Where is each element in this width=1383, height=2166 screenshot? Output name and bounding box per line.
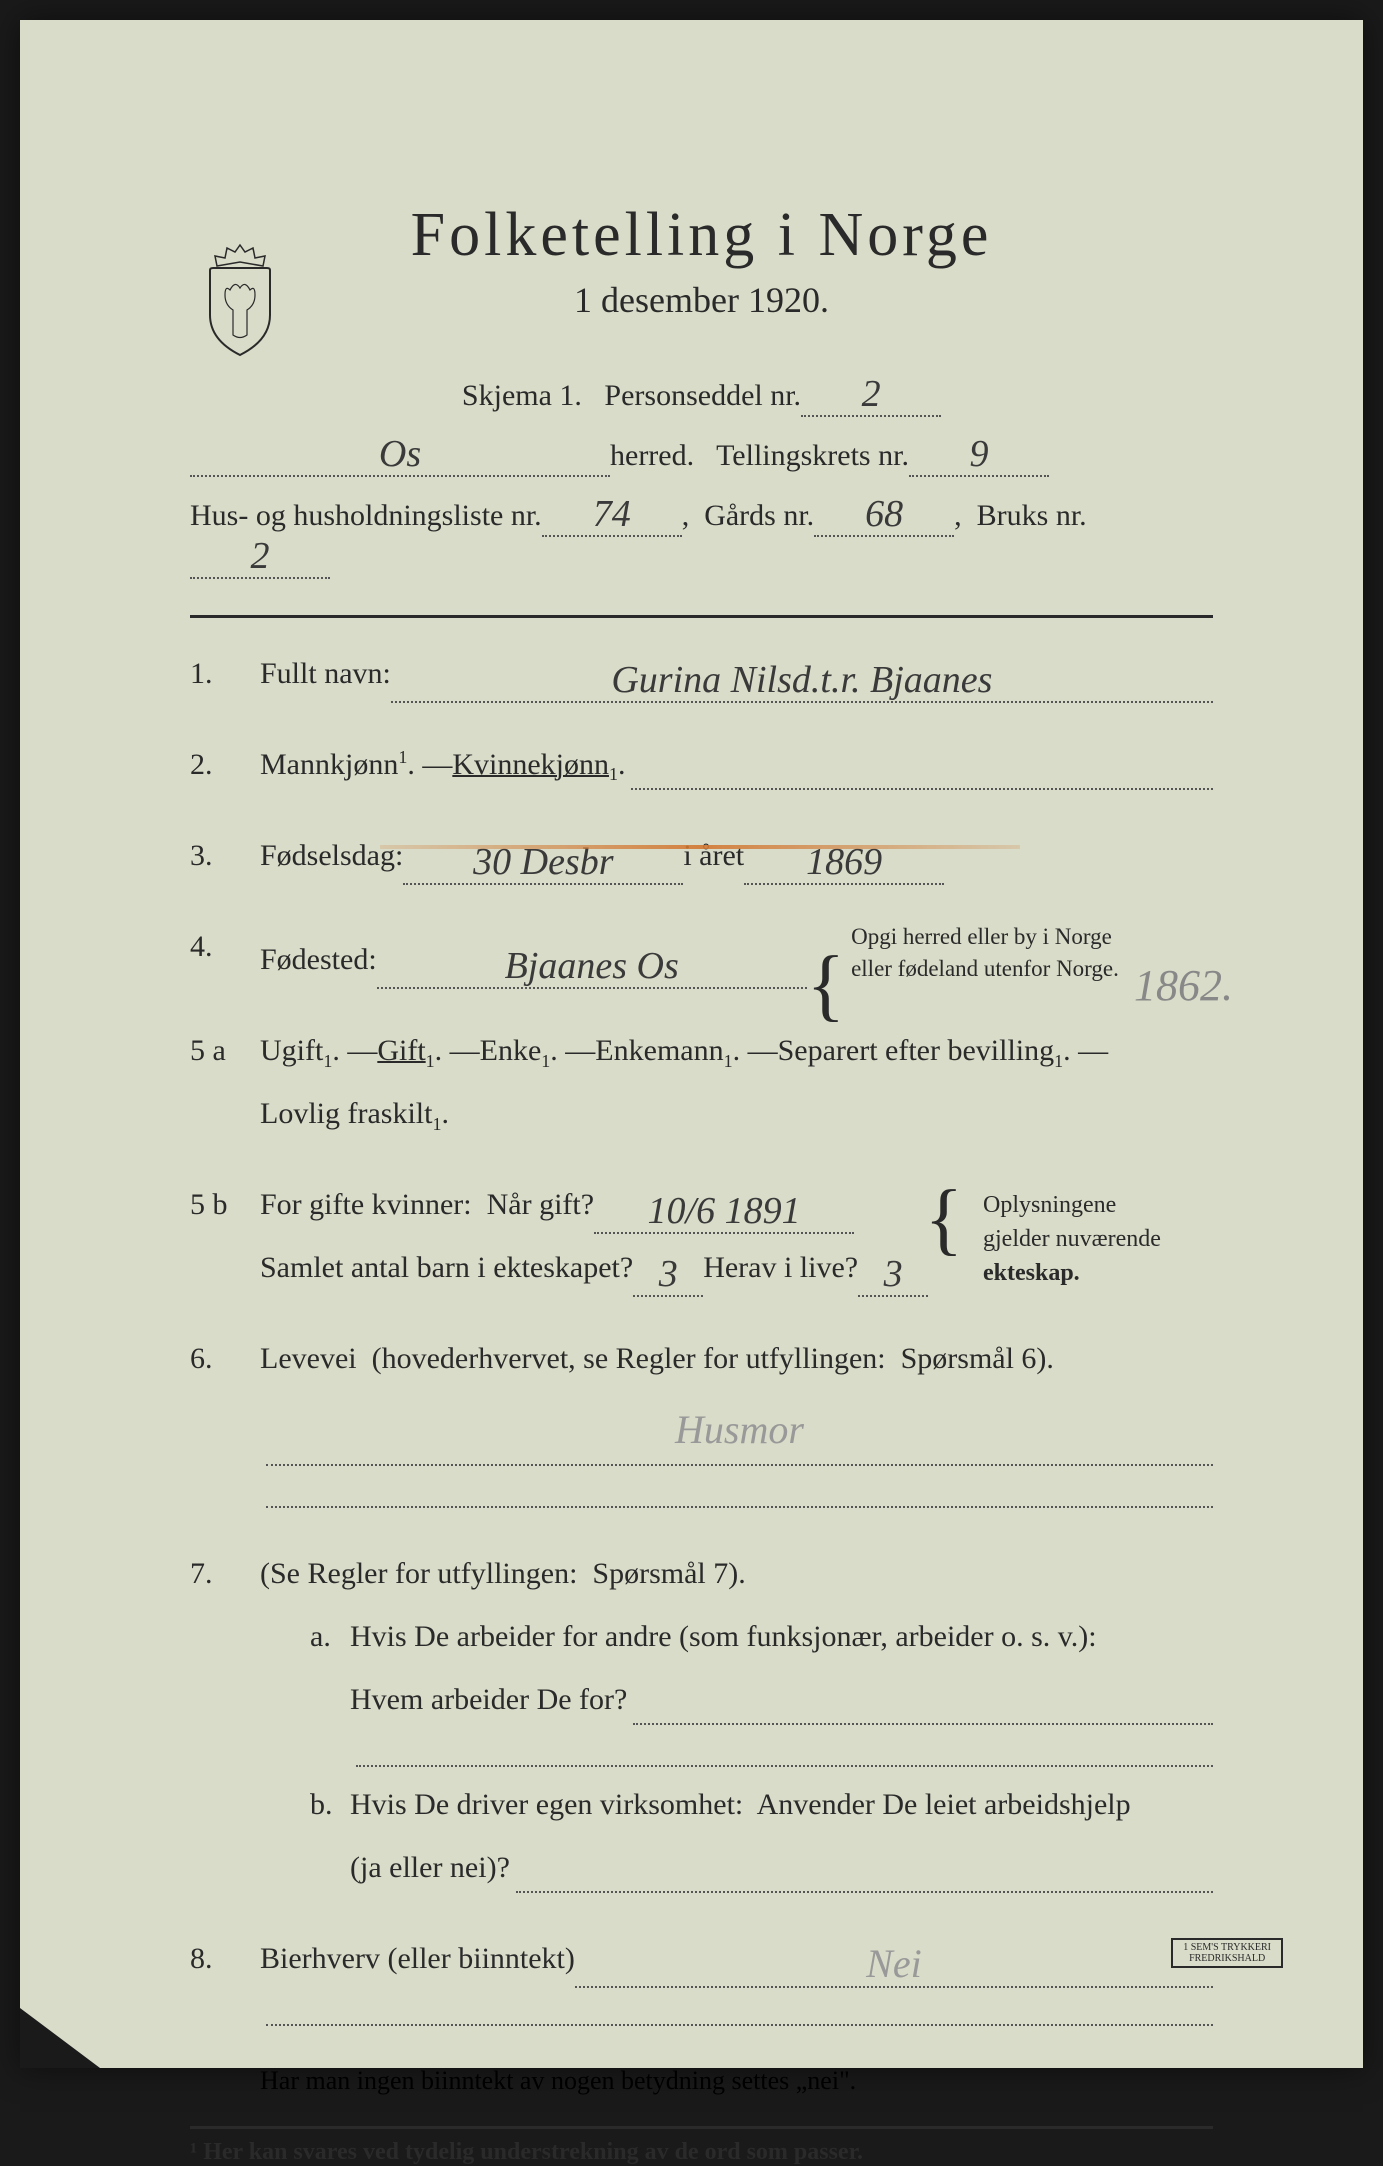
census-form-page: Folketelling i Norge 1 desember 1920. Sk…	[20, 20, 1363, 2068]
q5a-option: Ugift	[260, 1025, 323, 1076]
q7: 7. (Se Regler for utfyllingen: Spørsmål …	[190, 1548, 1213, 1905]
personseddel-nr: 2	[801, 375, 941, 417]
q5b-note2: gjelder nuværende	[983, 1226, 1161, 1252]
q4-note2: eller fødeland utenfor Norge.	[851, 956, 1119, 981]
q7b-label: Hvis De driver egen virksomhet: Anvender…	[350, 1779, 1131, 1830]
q8-num: 8.	[190, 1933, 260, 1984]
page-fold-icon	[20, 2008, 100, 2068]
herred-value: Os	[190, 435, 610, 477]
bruks-label: , Bruks nr.	[954, 499, 1087, 533]
q5b-label-a: For gifte kvinner: Når gift?	[260, 1179, 594, 1230]
q2: 2. Mannkjønn1. — Kvinnekjønn1.	[190, 739, 1213, 802]
gards-label: , Gårds nr.	[682, 499, 814, 533]
q5a-line2: Lovlig fraskilt	[260, 1088, 432, 1139]
q5b-barn: 3	[633, 1255, 703, 1297]
q1: 1. Fullt navn: Gurina Nilsd.t.r. Bjaanes	[190, 648, 1213, 711]
q5b-num: 5 b	[190, 1179, 260, 1230]
q6: 6. Levevei (hovederhvervet, se Regler fo…	[190, 1333, 1213, 1520]
q3-num: 3.	[190, 830, 260, 881]
q5b: 5 b For gifte kvinner: Når gift? 10/6 18…	[190, 1179, 1213, 1305]
q2-mann: Mannkjønn1. —	[260, 739, 452, 790]
q5b-label-b: Samlet antal barn i ekteskapet?	[260, 1242, 633, 1293]
divider	[190, 615, 1213, 618]
q7b-label2: (ja eller nei)?	[350, 1842, 510, 1893]
brace-icon: {	[925, 1199, 963, 1239]
q8-label: Bierhverv (eller biinntekt)	[260, 1933, 575, 1984]
herred-label: herred. Tellingskrets nr.	[610, 439, 909, 473]
q7b-letter: b.	[310, 1779, 350, 1830]
q7b-blank	[516, 1863, 1213, 1893]
q5a-num: 5 a	[190, 1025, 260, 1076]
q4-note1: Opgi herred eller by i Norge	[851, 924, 1112, 949]
q3-year: 1869	[744, 843, 944, 885]
q5a-options: Ugift1. — Gift1. — Enke1. — Enkemann1. —…	[260, 1025, 1213, 1076]
q7a-label: Hvis De arbeider for andre (som funksjon…	[350, 1611, 1097, 1662]
questions-block: 1. Fullt navn: Gurina Nilsd.t.r. Bjaanes…	[190, 648, 1213, 2096]
q6-num: 6.	[190, 1333, 260, 1384]
hush-nr: 74	[542, 495, 682, 537]
q7a-letter: a.	[310, 1611, 350, 1662]
q8-value: Nei	[575, 1944, 1213, 1988]
q8: 8. Bierhverv (eller biinntekt) Nei	[190, 1933, 1213, 2038]
bruks-nr: 2	[190, 537, 330, 579]
q2-num: 2.	[190, 739, 260, 790]
q4-num: 4.	[190, 921, 260, 972]
q3-day: 30 Desbr	[403, 843, 683, 885]
coat-of-arms-icon	[195, 240, 285, 360]
q7a-blank2	[356, 1737, 1213, 1767]
printer-stamp: 1 SEM'S TRYKKERIFREDRIKSHALD	[1171, 1938, 1283, 1968]
q5a-option: Enke	[480, 1025, 542, 1076]
q5b-note3: ekteskap.	[983, 1260, 1080, 1286]
q3: 3. Fødselsdag: 30 Desbr i året 1869	[190, 830, 1213, 893]
q3-label-a: Fødselsdag:	[260, 830, 403, 881]
q7-num: 7.	[190, 1548, 260, 1599]
q5a-option: Enkemann	[595, 1025, 723, 1076]
skjema-label: Skjema 1. Personseddel nr.	[462, 379, 801, 413]
q6-value: Husmor	[266, 1396, 1213, 1466]
q7-label: (Se Regler for utfyllingen: Spørsmål 7).	[260, 1548, 746, 1599]
q4-value: Bjaanes Os	[377, 947, 807, 989]
q5a: 5 a Ugift1. — Gift1. — Enke1. — Enkemann…	[190, 1025, 1213, 1151]
q3-label-b: i året	[683, 830, 744, 881]
brace-icon: {	[807, 965, 845, 1005]
pencil-margin-note: 1862.	[1134, 960, 1233, 1011]
q2-kvinne: Kvinnekjønn	[452, 739, 609, 790]
q2-blank	[631, 760, 1213, 790]
q1-value: Gurina Nilsd.t.r. Bjaanes	[391, 661, 1213, 703]
q6-label: Levevei (hovederhvervet, se Regler for u…	[260, 1333, 1054, 1384]
form-title: Folketelling i Norge	[160, 200, 1243, 271]
q4-label: Fødested:	[260, 934, 377, 985]
q1-label: Fullt navn:	[260, 648, 391, 699]
q5b-note1: Oplysningene	[983, 1192, 1116, 1218]
q5b-live: 3	[858, 1255, 928, 1297]
footnote-1: ¹ Her kan svares ved tydelig understrekn…	[190, 2139, 1213, 2166]
q7a-blank	[633, 1695, 1213, 1725]
form-subtitle: 1 desember 1920.	[160, 279, 1243, 321]
q5b-gift: 10/6 1891	[594, 1192, 854, 1234]
tellingskrets-nr: 9	[909, 435, 1049, 477]
gards-nr: 68	[814, 495, 954, 537]
q7a-label2: Hvem arbeider De for?	[350, 1674, 627, 1725]
q4: 4. Fødested: Bjaanes Os { Opgi herred el…	[190, 921, 1213, 997]
q8-blank	[266, 1996, 1213, 2026]
q5b-label-c: Herav i live?	[703, 1242, 858, 1293]
q1-num: 1.	[190, 648, 260, 699]
footer-note: Har man ingen biinntekt av nogen betydni…	[260, 2066, 1213, 2096]
header-block: Skjema 1. Personseddel nr. 2 Os herred. …	[190, 371, 1213, 575]
orange-mark	[380, 845, 1020, 849]
hush-label: Hus- og husholdningsliste nr.	[190, 499, 542, 533]
q6-blank	[266, 1478, 1213, 1508]
q5a-option: Separert efter bevilling	[778, 1025, 1055, 1076]
q5a-option: Gift	[377, 1025, 425, 1076]
footnote-rule	[190, 2126, 1213, 2129]
